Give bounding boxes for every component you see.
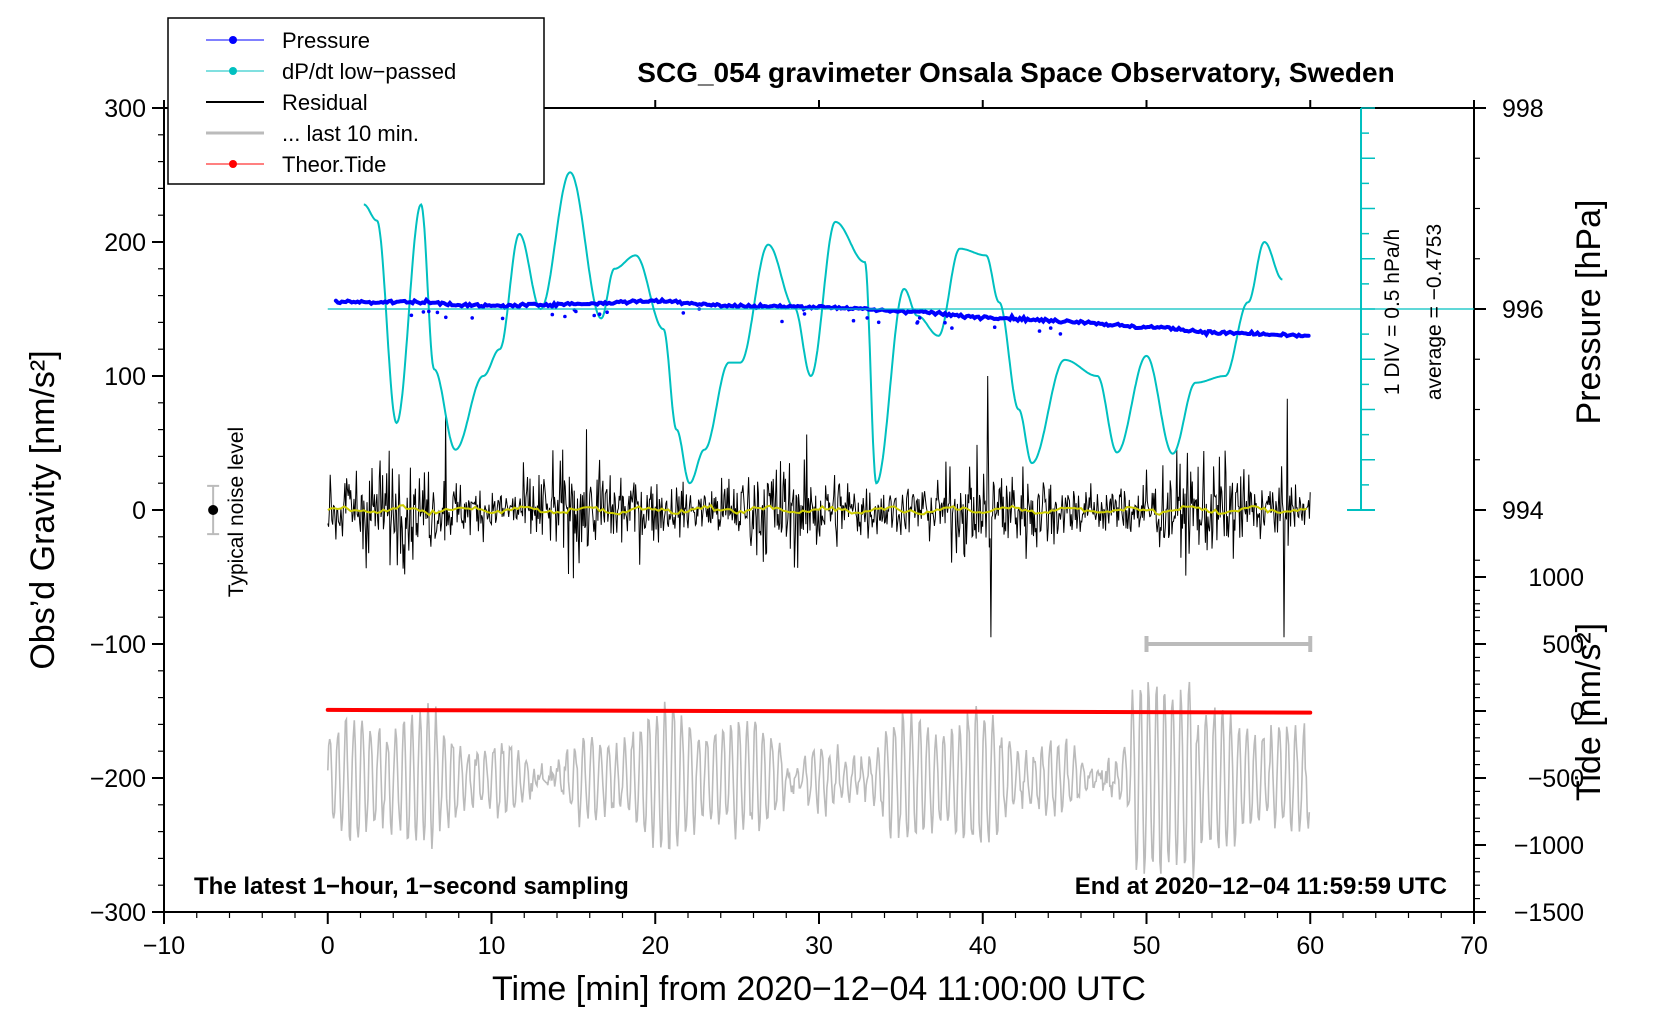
theor-tide-series <box>325 707 1313 715</box>
pressure-outlier-point <box>427 309 431 314</box>
pressure-outlier-point <box>435 310 440 315</box>
pressure-outlier-point <box>597 312 602 317</box>
last10-line <box>327 681 1311 879</box>
y-axis-title-tide: Tide [nm/s²] <box>1570 623 1608 801</box>
footer-right-label: End at 2020−12−04 11:59:59 UTC <box>1075 873 1447 900</box>
footer-left-label: The latest 1−hour, 1−second sampling <box>194 873 629 900</box>
pressure-outlier-point <box>421 310 426 314</box>
pressure-outlier-point <box>592 313 596 318</box>
x-tick-label: 40 <box>969 932 997 960</box>
pressure-outlier-point <box>802 312 807 316</box>
y-axis-title-left: Obs’d Gravity [nm/s²] <box>24 350 62 669</box>
pressure-outlier-point <box>950 326 954 330</box>
pressure-outlier-point <box>780 319 784 324</box>
pressure-tick-label: 996 <box>1502 296 1544 324</box>
dpdt-average-label: average = −0.4753 <box>1423 224 1446 400</box>
legend-label-tide: Theor.Tide <box>282 152 386 177</box>
pressure-outlier-point <box>574 309 578 314</box>
pressure-outlier-point <box>409 313 414 318</box>
y-tick-label: −100 <box>90 631 146 659</box>
noise-label: Typical noise level <box>225 427 248 597</box>
pressure-outlier-point <box>1037 329 1042 333</box>
residual-series <box>327 375 1311 638</box>
pressure-outlier-point <box>876 320 881 325</box>
x-tick-label: 30 <box>805 932 833 960</box>
pressure-tick-label: 998 <box>1502 95 1544 123</box>
pressure-outlier-point <box>500 316 505 321</box>
pressure-outlier-point <box>563 314 567 319</box>
pressure-outlier-point <box>917 316 922 320</box>
y-tick-label: 300 <box>104 95 146 123</box>
x-tick-label: 10 <box>478 932 506 960</box>
dpdt-line <box>363 171 1283 485</box>
y-tick-label: 0 <box>132 497 146 525</box>
pressure-outlier-point <box>605 310 609 315</box>
legend-marker-tide <box>229 160 237 168</box>
residual-smoothed-series <box>327 503 1308 517</box>
pressure-outlier-point <box>681 311 686 315</box>
axis-ticks: −10 0 10 20 30 40 50 60 703002001000−100−200−300… <box>90 95 1584 960</box>
legend-marker-pressure <box>229 36 237 44</box>
y-axis-title-pressure: Pressure [hPa] <box>1570 200 1608 425</box>
noise-center-dot <box>208 505 219 515</box>
x-tick-label: 50 <box>1133 932 1161 960</box>
pressure-outlier-point <box>865 316 869 320</box>
y-tick-label: 200 <box>104 229 146 257</box>
chart-title: SCG_054 gravimeter Onsala Space Observat… <box>637 57 1394 88</box>
x-tick-label: 20 <box>641 932 669 960</box>
y-tick-label: −300 <box>90 899 146 927</box>
legend: Pressure dP/dt low−passed Residual ... l… <box>167 17 545 185</box>
pressure-tick-label: 994 <box>1502 497 1544 525</box>
tide-tick-label: 1000 <box>1528 564 1584 592</box>
tide-tick-label: −1500 <box>1514 899 1584 927</box>
pressure-outlier-point <box>1048 326 1053 330</box>
legend-marker-dpdt <box>229 67 237 75</box>
tide-tick-label: 500 <box>1542 631 1584 659</box>
legend-label-last10: ... last 10 min. <box>282 121 419 146</box>
last-10-min-series <box>327 681 1311 879</box>
pressure-outlier-point <box>943 320 947 325</box>
residual-smoothed-line <box>327 503 1308 517</box>
pressure-line <box>333 296 1311 339</box>
y-tick-label: −200 <box>90 765 146 793</box>
pressure-series <box>333 296 1311 339</box>
pressure-outlier-point <box>470 316 475 320</box>
x-axis-title: Time [min] from 2020−12−04 11:00:00 UTC <box>492 970 1146 1008</box>
tide-tick-label: −500 <box>1528 765 1584 793</box>
legend-label-dpdt: dP/dt low−passed <box>282 59 456 84</box>
chart-annotations <box>207 107 1474 652</box>
tide-tick-label: −1000 <box>1514 832 1584 860</box>
pressure-outlier-point <box>444 315 448 320</box>
x-tick-label: 70 <box>1460 932 1488 960</box>
tide-tick-label: 0 <box>1570 698 1584 726</box>
pressure-outlier-point <box>1058 332 1063 336</box>
legend-label-pressure: Pressure <box>282 28 370 53</box>
x-tick-label: 0 <box>321 932 335 960</box>
pressure-outlier-point <box>550 312 555 317</box>
residual-line <box>327 375 1311 638</box>
pressure-outlier-point <box>992 325 997 330</box>
x-tick-label: −10 <box>143 932 185 960</box>
dpdt-scale-label: 1 DIV = 0.5 hPa/h <box>1381 229 1404 395</box>
dpdt-series <box>363 171 1283 485</box>
pressure-outlier-point <box>915 320 920 324</box>
x-tick-label: 60 <box>1296 932 1324 960</box>
pressure-outlier-point <box>851 318 856 323</box>
tide-line <box>325 707 1313 715</box>
legend-label-residual: Residual <box>282 90 368 115</box>
y-tick-label: 100 <box>104 363 146 391</box>
